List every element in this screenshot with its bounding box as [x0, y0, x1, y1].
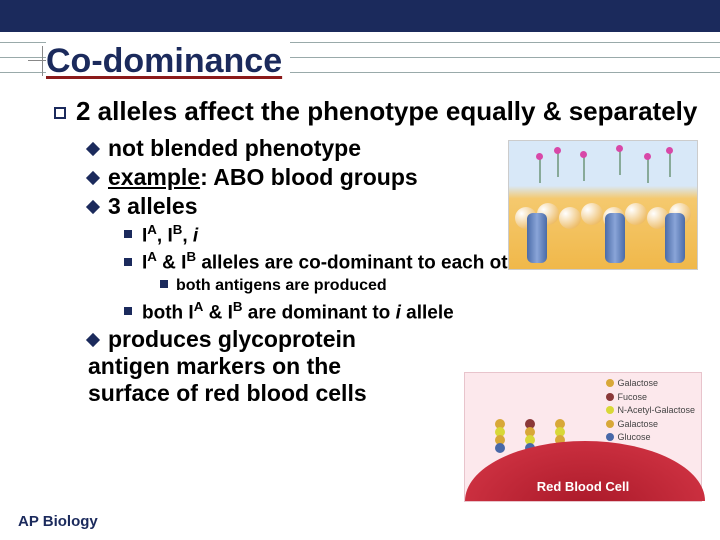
- text: 2 alleles affect the phenotype equally &…: [76, 96, 697, 126]
- slide-title: Co-dominance: [46, 42, 290, 81]
- text: 3 alleles: [108, 193, 198, 219]
- diamond-bullet-icon: [86, 142, 100, 156]
- footer-label: AP Biology: [18, 513, 98, 530]
- header-bar: [0, 0, 720, 32]
- rbc-antigen-illustration: Galactose Fucose N-Acetyl-Galactose Gala…: [464, 372, 702, 502]
- diamond-bullet-icon: [86, 333, 100, 347]
- glyco-chain: [495, 419, 505, 451]
- bullet-lvl3: both IA & IB are dominant to i allele: [124, 299, 704, 324]
- bullet-lvl2: produces glycoprotein antigen markers on…: [88, 326, 428, 407]
- rbc-label: Red Blood Cell: [465, 479, 701, 494]
- square-fill-bullet-icon: [124, 258, 132, 266]
- text-underlined: example: [108, 164, 200, 190]
- square-fill-bullet-icon: [124, 307, 132, 315]
- square-fill-bullet-icon: [124, 230, 132, 238]
- membrane-illustration: [508, 140, 698, 270]
- legend: Galactose Fucose N-Acetyl-Galactose Gala…: [606, 377, 695, 445]
- diamond-bullet-icon: [86, 171, 100, 185]
- text: : ABO blood groups: [200, 164, 418, 190]
- bullet-lvl4: both antigens are produced: [160, 277, 704, 295]
- square-bullet-icon: [54, 107, 66, 119]
- text: not blended phenotype: [108, 135, 361, 161]
- text: produces glycoprotein antigen markers on…: [88, 326, 367, 406]
- dot-bullet-icon: [160, 280, 168, 288]
- diamond-bullet-icon: [86, 200, 100, 214]
- bullet-lvl1: 2 alleles affect the phenotype equally &…: [54, 96, 704, 127]
